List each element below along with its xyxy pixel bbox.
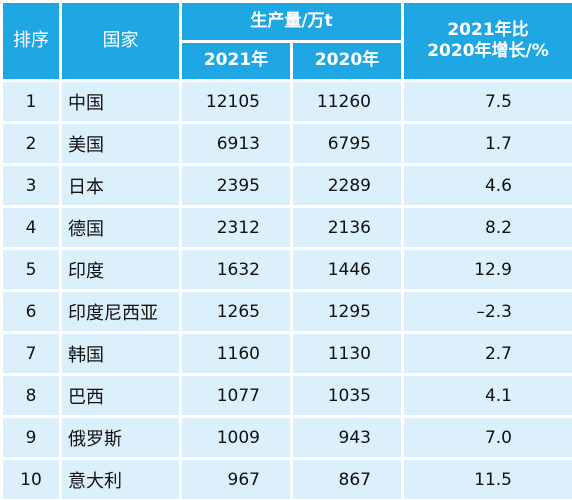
table-row: 4 德国 2312 2136 8.2 — [3, 208, 572, 247]
production-2020-cell: 1130 — [293, 334, 401, 373]
production-2021-cell: 2312 — [182, 208, 290, 247]
production-2021-cell: 12105 — [182, 82, 290, 121]
rank-cell: 9 — [3, 418, 59, 457]
header-growth-line2: 2020年增长/% — [427, 41, 549, 61]
production-2021-cell: 1632 — [182, 250, 290, 289]
production-2020-cell: 11260 — [293, 82, 401, 121]
growth-cell: 4.1 — [404, 376, 572, 415]
table-row: 7 韩国 1160 1130 2.7 — [3, 334, 572, 373]
table-row: 8 巴西 1077 1035 4.1 — [3, 376, 572, 415]
country-cell: 俄罗斯 — [62, 418, 179, 457]
growth-cell: 11.5 — [404, 460, 572, 499]
table-row: 10 意大利 967 867 11.5 — [3, 460, 572, 499]
production-2020-cell: 2136 — [293, 208, 401, 247]
country-cell: 巴西 — [62, 376, 179, 415]
country-cell: 印度 — [62, 250, 179, 289]
growth-cell: 7.5 — [404, 82, 572, 121]
growth-cell: –2.3 — [404, 292, 572, 331]
growth-cell: 2.7 — [404, 334, 572, 373]
country-cell: 中国 — [62, 82, 179, 121]
production-2020-cell: 6795 — [293, 124, 401, 163]
growth-cell: 4.6 — [404, 166, 572, 205]
header-year-2021: 2021年 — [182, 43, 290, 79]
country-cell: 日本 — [62, 166, 179, 205]
header-country: 国家 — [62, 3, 179, 79]
production-2021-cell: 1009 — [182, 418, 290, 457]
header-growth-line1: 2021年比 — [447, 19, 529, 40]
table-row: 9 俄罗斯 1009 943 7.0 — [3, 418, 572, 457]
table-body: 1 中国 12105 11260 7.5 2 美国 6913 6795 1.7 3 日本 2395 228… — [3, 82, 572, 499]
growth-cell: 8.2 — [404, 208, 572, 247]
growth-cell: 12.9 — [404, 250, 572, 289]
header-year-2020: 2020年 — [293, 43, 401, 79]
rank-cell: 7 — [3, 334, 59, 373]
header-rank: 排序 — [3, 3, 59, 79]
rank-cell: 3 — [3, 166, 59, 205]
production-2021-cell: 6913 — [182, 124, 290, 163]
country-cell: 韩国 — [62, 334, 179, 373]
table-row: 5 印度 1632 1446 12.9 — [3, 250, 572, 289]
country-cell: 意大利 — [62, 460, 179, 499]
rank-cell: 2 — [3, 124, 59, 163]
production-2020-cell: 943 — [293, 418, 401, 457]
country-cell: 美国 — [62, 124, 179, 163]
production-2020-cell: 1446 — [293, 250, 401, 289]
production-2020-cell: 1035 — [293, 376, 401, 415]
production-2021-cell: 2395 — [182, 166, 290, 205]
rank-cell: 1 — [3, 82, 59, 121]
country-cell: 德国 — [62, 208, 179, 247]
rank-cell: 10 — [3, 460, 59, 499]
table-row: 3 日本 2395 2289 4.6 — [3, 166, 572, 205]
rank-cell: 5 — [3, 250, 59, 289]
rank-cell: 4 — [3, 208, 59, 247]
rank-cell: 8 — [3, 376, 59, 415]
production-2021-cell: 1077 — [182, 376, 290, 415]
header-growth: 2021年比 2020年增长/% — [404, 3, 572, 79]
production-2021-cell: 1160 — [182, 334, 290, 373]
table-row: 6 印度尼西亚 1265 1295 –2.3 — [3, 292, 572, 331]
growth-cell: 1.7 — [404, 124, 572, 163]
table-row: 1 中国 12105 11260 7.5 — [3, 82, 572, 121]
production-2021-cell: 967 — [182, 460, 290, 499]
production-2020-cell: 1295 — [293, 292, 401, 331]
production-2020-cell: 2289 — [293, 166, 401, 205]
growth-cell: 7.0 — [404, 418, 572, 457]
country-cell: 印度尼西亚 — [62, 292, 179, 331]
rank-cell: 6 — [3, 292, 59, 331]
header-production-group: 生产量/万t — [182, 3, 401, 40]
production-2020-cell: 867 — [293, 460, 401, 499]
production-2021-cell: 1265 — [182, 292, 290, 331]
table-row: 2 美国 6913 6795 1.7 — [3, 124, 572, 163]
